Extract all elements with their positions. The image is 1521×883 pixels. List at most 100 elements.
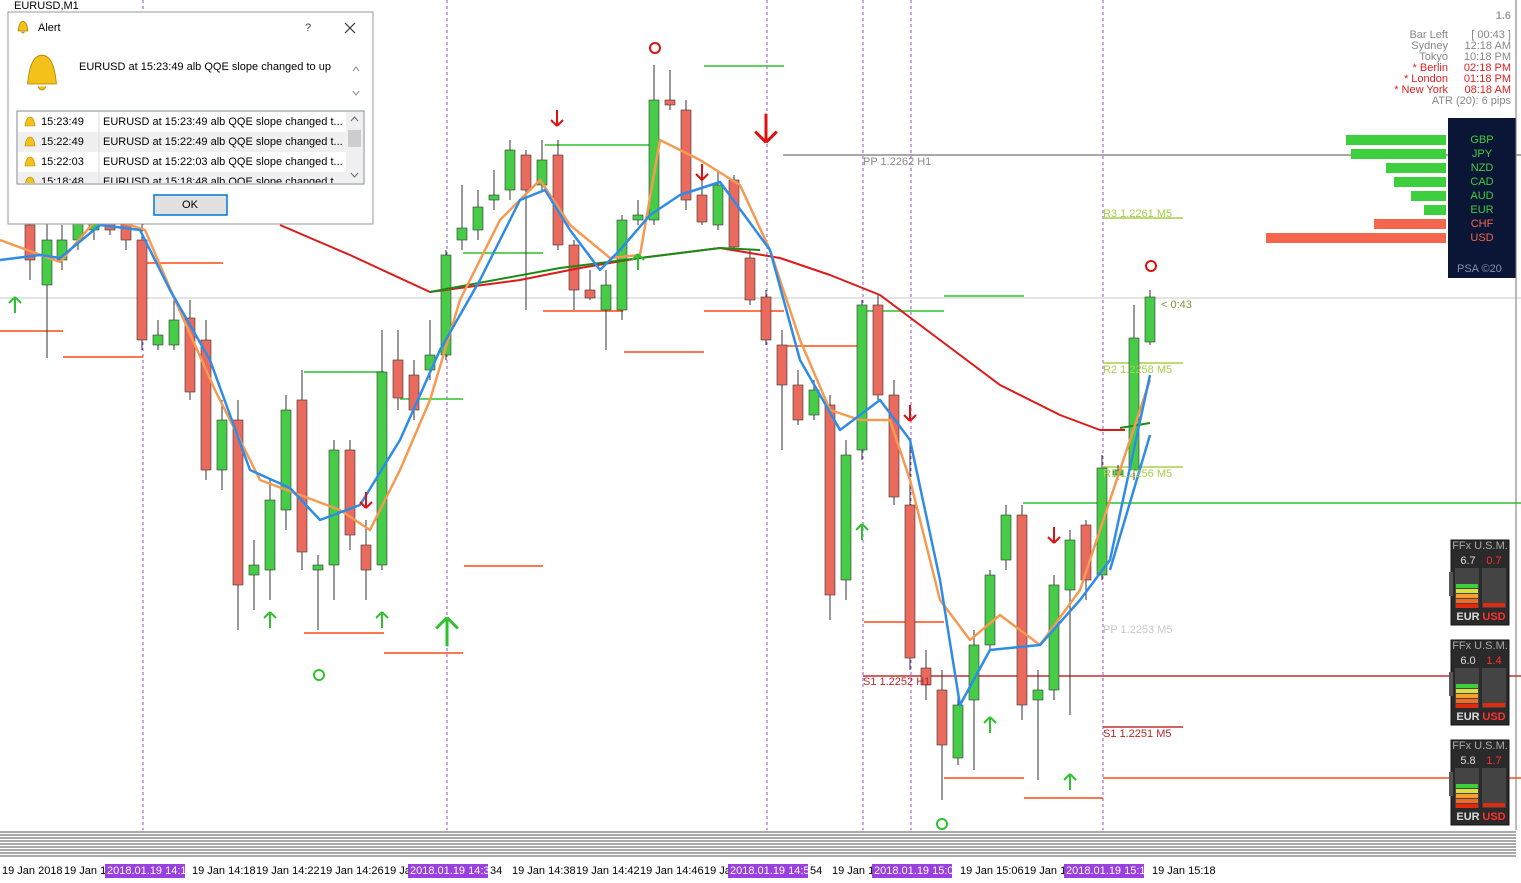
meter-segment [1456,689,1478,693]
meter-segment [1456,784,1478,788]
time-label: 19 Jan 14 [64,865,112,877]
candle-body [184,317,196,393]
currency-name: AUD [1470,190,1493,202]
clock-label: * London [1404,73,1448,85]
candle-body [728,179,740,248]
close-button[interactable] [344,22,356,34]
pivot-label: S1 1.2251 M5 [1103,728,1172,740]
list-scroll-up[interactable] [350,116,359,122]
atr-label: ATR (20): 6 pips [1432,95,1512,107]
time-label: 19 Jan 14:46 [640,865,704,877]
down-arrow [754,113,778,144]
row-message[interactable]: EURUSD at 15:22:03 alb QQE slope changed… [103,156,343,168]
meter-segment [1456,594,1478,598]
candle-body [168,319,180,346]
candle-body [648,99,660,221]
candle-body [488,194,500,201]
ok-button[interactable] [153,194,228,216]
meter-tab [1449,572,1453,596]
list-scroll-thumb[interactable] [348,130,361,147]
time-label: 19 Jan 15:18 [1152,865,1216,877]
row-time[interactable]: 15:18:48 [41,176,84,188]
bar-countdown: < 0:43 [1161,299,1192,311]
candle-body [824,404,836,596]
bell-icon [17,20,29,34]
clock-time: [ 00:43 ] [1471,29,1511,41]
row-time[interactable]: 15:22:03 [41,156,84,168]
signal-line-blue [0,180,1152,707]
price-chart: PP 1.2262 H1 R3 1.2261 M5 R2 1.2258 M5 R1 1… [0,0,1521,830]
candle-body [664,99,676,106]
up-arrow [631,253,645,270]
candle-body [696,194,708,223]
time-label: 19 Jan 14:18 [192,865,256,877]
pivot-label: R3 1.2261 M5 [1103,208,1172,220]
down-arrow [903,405,917,422]
help-button[interactable]: ? [305,22,311,34]
pivot-label: S1 1.2252 H1 [863,676,930,688]
meter-left: 6.7 [1460,555,1475,567]
candle-body [760,296,772,341]
axis-highlight [408,864,488,878]
scroll-down[interactable] [352,90,360,96]
candle-body [952,704,964,759]
clock-time: 08:18 AM [1465,84,1511,96]
signal-icon [1145,260,1157,272]
meter-quote: USD [1482,811,1505,823]
scroll-up[interactable] [352,66,360,72]
meter-quote: USD [1482,711,1505,723]
strength-panel [1448,118,1516,278]
row-time[interactable]: 15:23:49 [41,116,84,128]
candle-body [936,689,948,746]
meter-segment [1456,699,1478,703]
candle-body [248,564,260,576]
row-time[interactable]: 15:22:49 [41,136,84,148]
meter-right: 1.4 [1486,655,1501,667]
meter-right: 1.7 [1486,755,1501,767]
candle-body [344,449,356,536]
signal-icon [936,818,948,830]
meter-left: 5.8 [1460,755,1475,767]
pivot-label: PP 1.2262 H1 [863,156,931,168]
clock-time: 02:18 PM [1464,62,1511,74]
candle-body [920,667,932,686]
up-arrow [855,523,869,540]
pivot-label: PP 1.2253 M5 [1103,624,1173,636]
signal-line-blue [1108,434,1152,571]
candle-body [152,334,164,346]
currency-name: EUR [1470,204,1493,216]
candle-body [312,564,324,571]
time-label: 2018.01.19 14:15 [107,865,193,877]
up-arrow [375,611,389,628]
candle-body [1048,584,1060,691]
row-message[interactable]: EURUSD at 15:23:49 alb QQE slope changed… [103,116,343,128]
candle-body [904,504,916,659]
strength-bar [1346,135,1446,145]
candle-body [264,499,276,571]
pivot-label: R2 1.2258 M5 [1103,364,1172,376]
row-message[interactable]: EURUSD at 15:22:49 alb QQE slope changed… [103,136,343,148]
bell-icon [27,54,57,91]
list-scroll-down[interactable] [350,172,359,178]
time-label: 19 Jan 14:26 [320,865,384,877]
row-message[interactable]: EURUSD at 15:18:48 alb QQE slope changed… [103,176,343,188]
meter-segment [1456,684,1478,688]
axis-highlight [728,864,808,878]
candle-body [456,227,468,241]
alert-list-rows: 15:23:49 EURUSD at 15:23:49 alb QQE slope… [18,112,346,188]
meter-segment [1456,794,1478,798]
signal-icon [649,42,661,54]
time-label: 2018.01.19 14:54 [730,865,816,877]
meter-segment [1456,599,1478,603]
candle-body [24,224,36,261]
time-label: 19 Jan 14:42 [576,865,640,877]
row-bell [24,156,36,167]
time-label: 34 [490,865,502,877]
axis-highlight [1064,864,1144,878]
clock-label: Tokyo [1419,51,1448,63]
meter-title: FFx U.S.M. [1452,740,1508,752]
meter-slot [1482,668,1506,708]
ok-label[interactable]: OK [182,199,199,211]
